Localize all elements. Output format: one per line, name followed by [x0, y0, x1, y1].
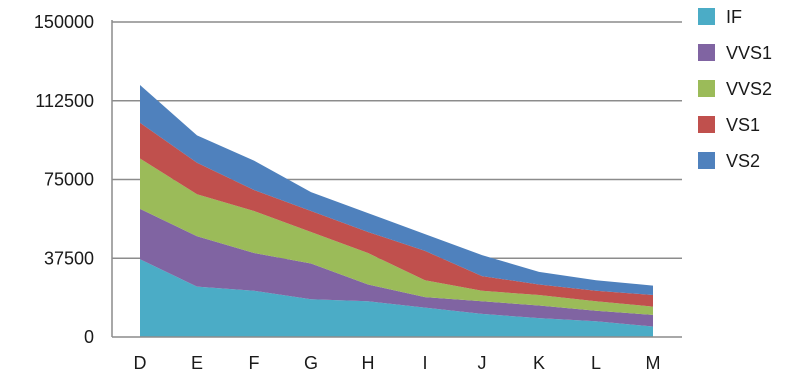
x-tick-label: M — [646, 353, 661, 373]
legend-label-if: IF — [726, 7, 742, 27]
axes — [111, 20, 682, 338]
x-tick-label: I — [422, 353, 427, 373]
x-tick-label: E — [191, 353, 203, 373]
y-tick-label: 75000 — [44, 170, 94, 190]
y-axis-tick-labels: 0 37500 75000 112500 150000 — [34, 12, 94, 347]
x-tick-label: G — [304, 353, 318, 373]
x-tick-label: F — [249, 353, 260, 373]
x-tick-label: D — [134, 353, 147, 373]
x-tick-label: H — [362, 353, 375, 373]
area-series-if — [140, 259, 653, 337]
x-axis-tick-labels: D E F G H I J K L M — [134, 353, 661, 373]
legend-swatch-vs1 — [698, 116, 715, 133]
legend-label-vs2: VS2 — [726, 151, 760, 171]
legend-label-vvs1: VVS1 — [726, 43, 772, 63]
x-tick-label: J — [478, 353, 487, 373]
legend-swatch-vvs1 — [698, 44, 715, 61]
y-tick-label: 150000 — [34, 12, 94, 32]
legend-label-vvs2: VVS2 — [726, 79, 772, 99]
x-tick-label: K — [533, 353, 545, 373]
area-series — [140, 85, 653, 337]
legend-swatch-vs2 — [698, 152, 715, 169]
x-tick-label: L — [591, 353, 601, 373]
area-series-vvs1 — [140, 208, 653, 327]
legend-swatch-vvs2 — [698, 80, 715, 97]
y-tick-label: 0 — [84, 327, 94, 347]
legend-swatch-if — [698, 8, 715, 25]
legend-label-vs1: VS1 — [726, 115, 760, 135]
legend: IF VVS1 VVS2 VS1 VS2 — [698, 7, 772, 171]
y-tick-label: 112500 — [35, 91, 94, 111]
area-series-vvs2 — [140, 158, 653, 315]
y-tick-label: 37500 — [44, 248, 94, 268]
